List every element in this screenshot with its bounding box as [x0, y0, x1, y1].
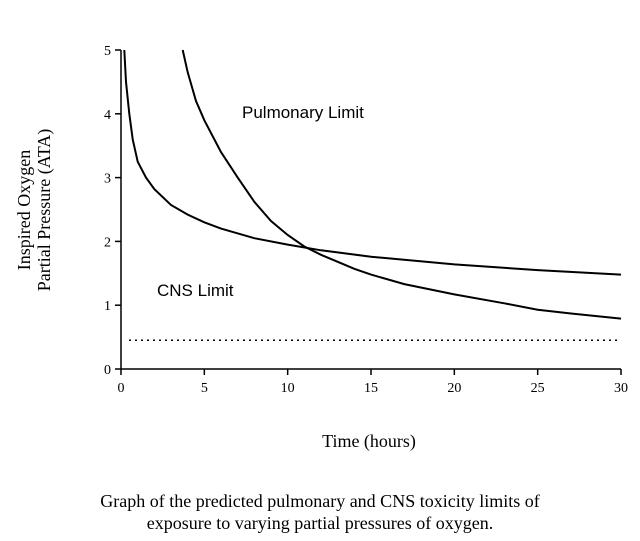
pulmonary-limit-label: Pulmonary Limit: [242, 103, 364, 122]
y-tick-label-5: 5: [104, 44, 111, 59]
y-tick-label-2: 2: [104, 235, 111, 250]
y-tick-label-1: 1: [104, 299, 111, 314]
y-tick-label-4: 4: [104, 108, 111, 123]
cns-limit-label: CNS Limit: [157, 281, 234, 300]
x-tick-label-10: 10: [281, 381, 295, 396]
x-tick-label-15: 15: [364, 381, 378, 396]
y-tick-label-0: 0: [104, 363, 111, 378]
x-axis-title: Time (hours): [322, 431, 416, 452]
x-tick-label-30: 30: [614, 381, 628, 396]
x-tick-label-20: 20: [447, 381, 461, 396]
series-line-cns: [123, 49, 622, 276]
y-axis-title-line-1: Inspired Oxygen: [14, 150, 34, 270]
y-axis-ticks: 0 1 2 3 4 5: [104, 44, 121, 378]
x-tick-label-0: 0: [118, 381, 125, 396]
x-tick-label-25: 25: [531, 381, 545, 396]
y-axis-title-line-2: Partial Pressure (ATA): [34, 129, 55, 292]
x-axis-ticks: 0 5 10 15 20 25 30: [118, 369, 628, 396]
figure-caption: Graph of the predicted pulmonary and CNS…: [0, 490, 640, 534]
series-line-pulmonary: [181, 49, 622, 320]
caption-line-2: exposure to varying partial pressures of…: [146, 513, 494, 533]
x-tick-label-5: 5: [201, 381, 208, 396]
y-tick-label-3: 3: [104, 172, 111, 187]
caption-line-1: Graph of the predicted pulmonary and CNS…: [100, 491, 540, 511]
